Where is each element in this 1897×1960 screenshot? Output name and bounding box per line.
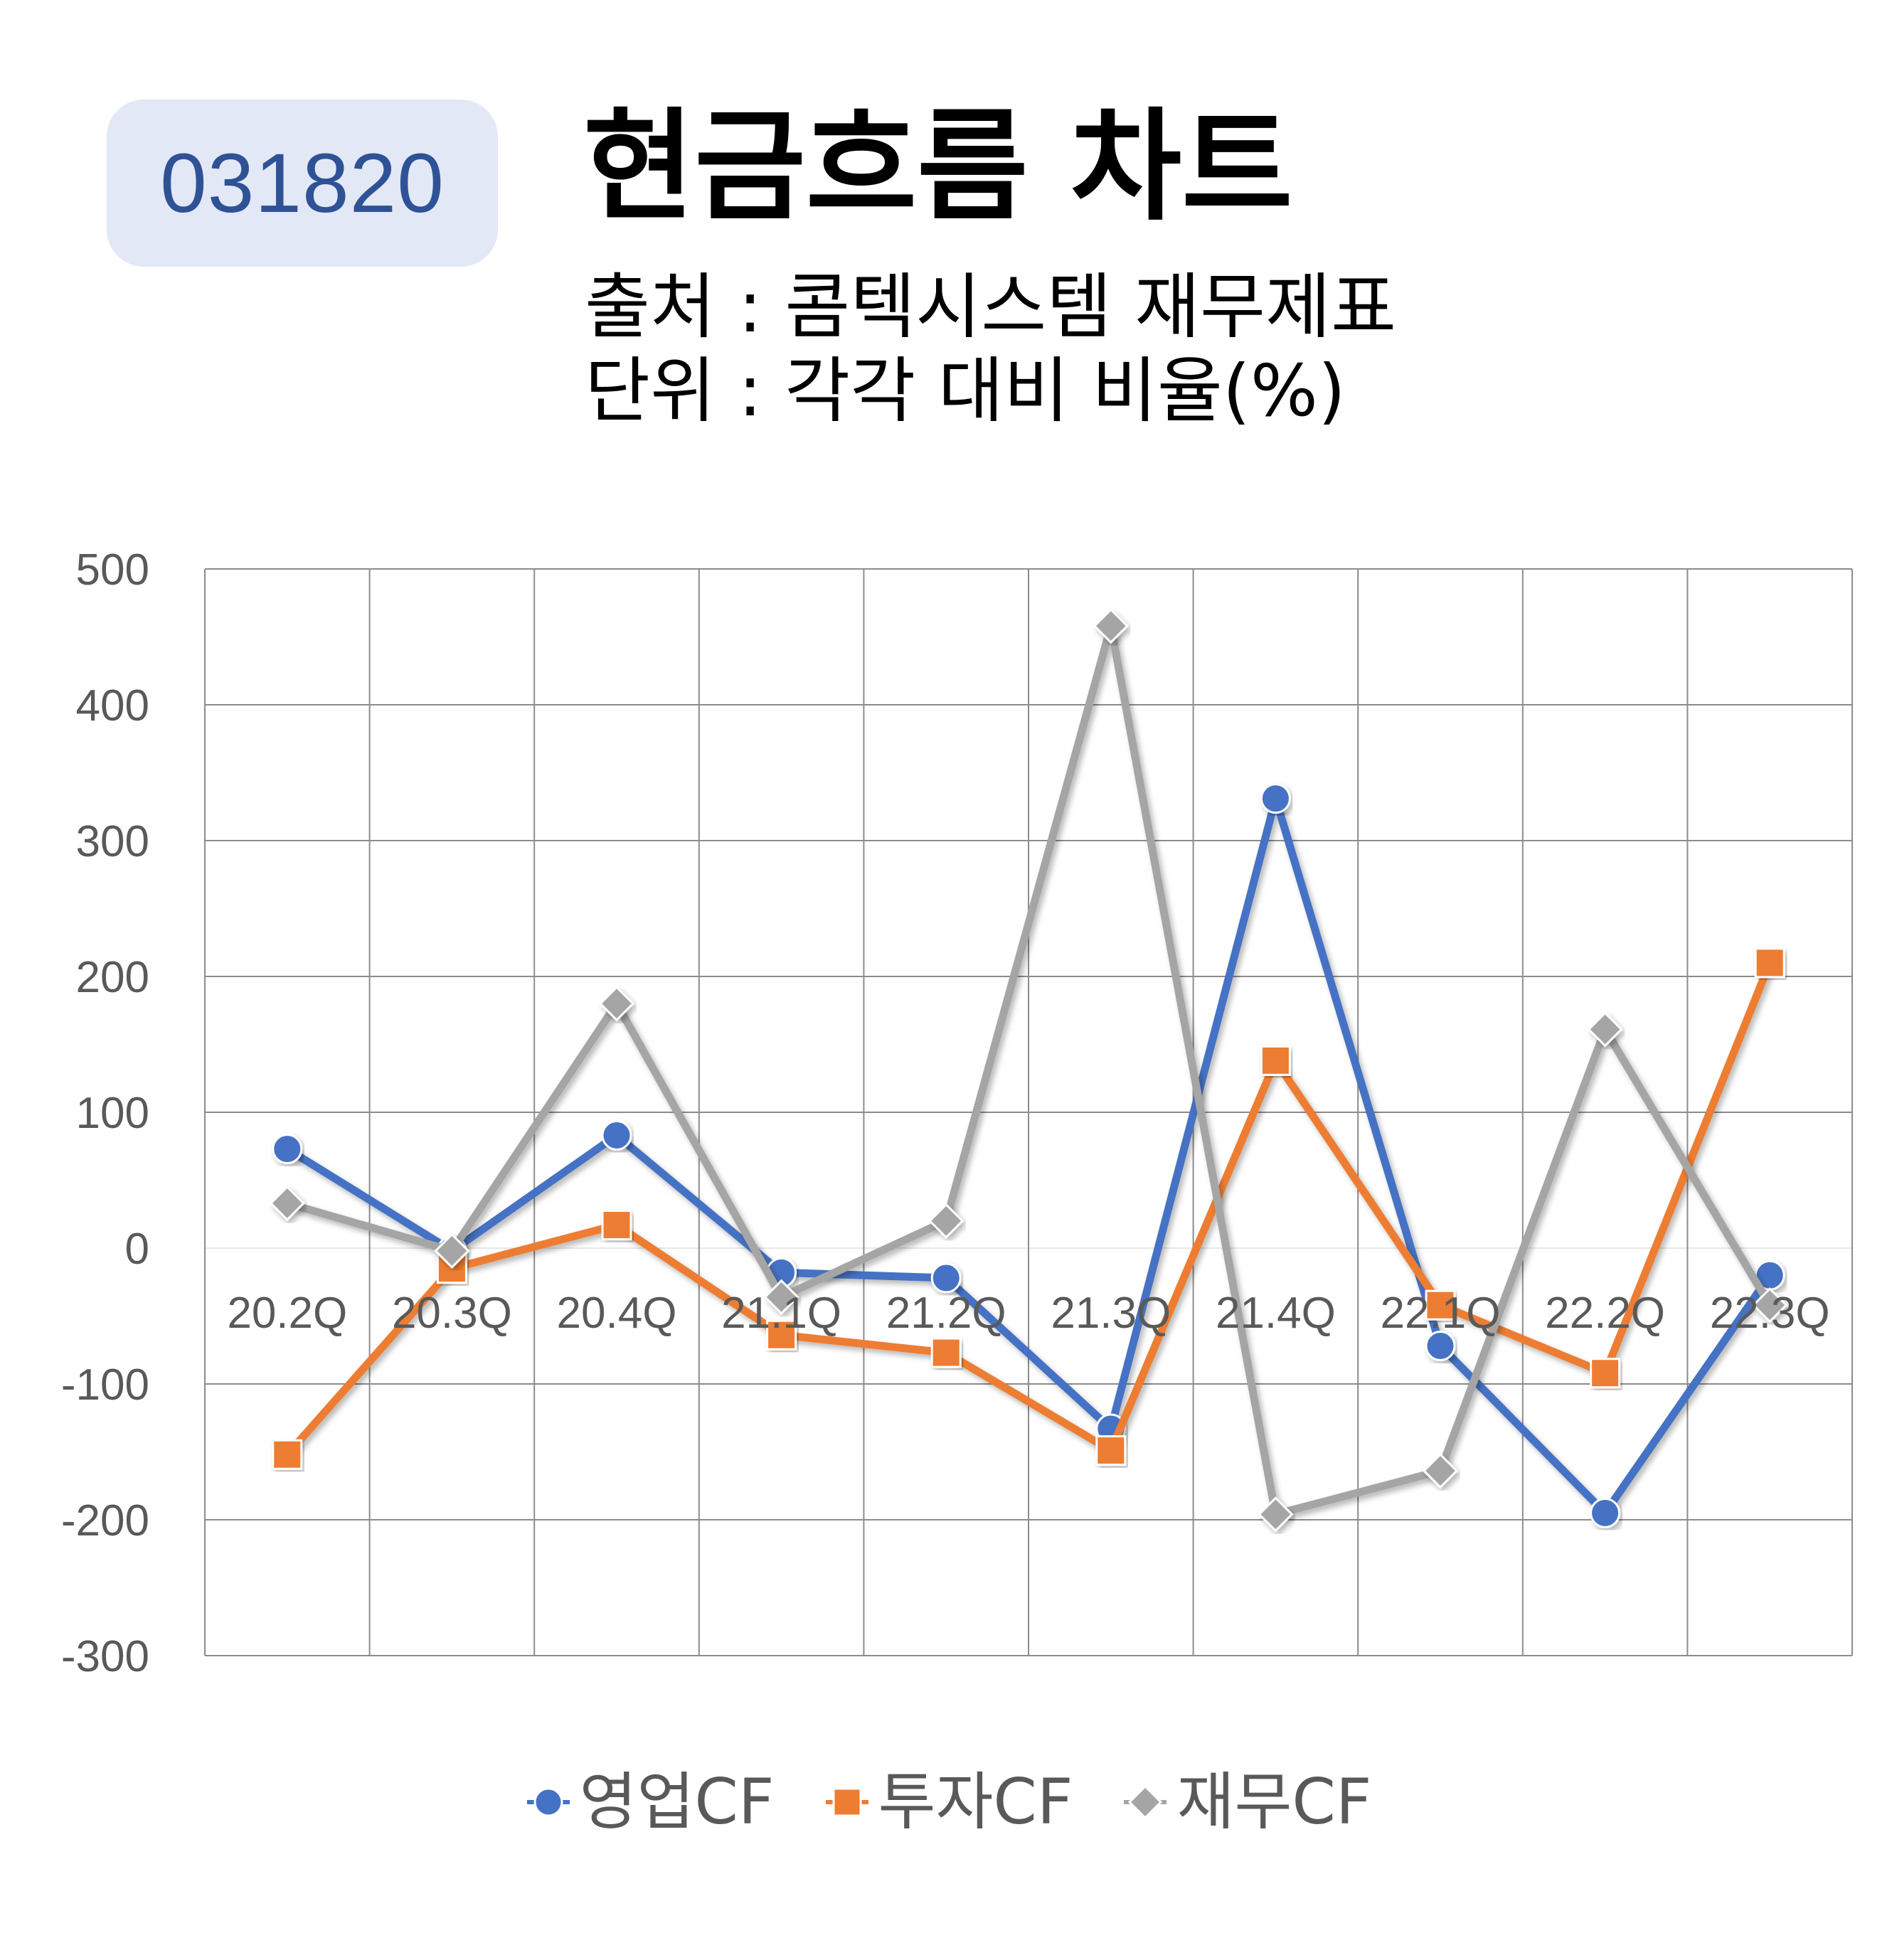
data-point bbox=[1590, 1497, 1621, 1528]
data-point bbox=[930, 1262, 962, 1294]
series-1 bbox=[272, 947, 1785, 1470]
plot-grid bbox=[204, 568, 1853, 1656]
data-point bbox=[1260, 1045, 1291, 1076]
data-point bbox=[434, 1232, 470, 1269]
y-tick-label: -200 bbox=[61, 1496, 149, 1545]
series-line bbox=[283, 794, 1774, 1517]
legend-marker-icon bbox=[1124, 1784, 1167, 1820]
legend-label: 영업CF bbox=[579, 1765, 775, 1838]
legend-item: 투자CF bbox=[824, 1771, 1073, 1833]
data-point bbox=[601, 1210, 632, 1241]
data-point bbox=[1425, 1331, 1456, 1362]
stock-code-badge: 031820 bbox=[107, 100, 498, 267]
series-line bbox=[283, 622, 1774, 1518]
x-tick-label: 22.3Q bbox=[1710, 1289, 1830, 1338]
x-tick-label: 21.2Q bbox=[886, 1289, 1006, 1338]
data-point bbox=[1752, 1287, 1788, 1323]
y-tick-label: 200 bbox=[76, 953, 149, 1002]
data-point bbox=[1093, 608, 1129, 644]
data-point bbox=[1590, 1358, 1621, 1389]
data-point bbox=[1754, 947, 1785, 979]
x-tick-label: 20.3Q bbox=[392, 1289, 512, 1338]
data-point bbox=[1422, 1453, 1459, 1489]
x-tick-label: 20.2Q bbox=[227, 1289, 347, 1338]
y-tick-label: 0 bbox=[125, 1225, 149, 1274]
x-tick-label: 21.3Q bbox=[1051, 1289, 1171, 1338]
data-point bbox=[269, 1185, 305, 1222]
legend-item: 재무CF bbox=[1122, 1771, 1371, 1833]
data-point bbox=[1587, 1011, 1623, 1048]
chart-title: 현금흐름 차트 bbox=[583, 97, 1293, 238]
y-tick-label: 100 bbox=[76, 1089, 149, 1138]
x-tick-label: 22.1Q bbox=[1381, 1289, 1501, 1338]
data-point bbox=[1260, 783, 1291, 814]
legend-label: 투자CF bbox=[878, 1765, 1073, 1838]
x-axis-ticks: 20.2Q 20.3Q 20.4Q 21.1Q 21.2Q 21.3Q 21.4Q 22.1Q… bbox=[227, 1289, 1829, 1338]
stock-code: 031820 bbox=[160, 136, 445, 230]
series-2 bbox=[269, 608, 1788, 1533]
source-line: 출처 : 콤텍시스템 재무제표 bbox=[585, 265, 1397, 348]
y-tick-label: -100 bbox=[61, 1360, 149, 1410]
data-point bbox=[763, 1279, 799, 1315]
data-point bbox=[1258, 1496, 1294, 1533]
y-tick-label: 500 bbox=[76, 545, 149, 595]
data-point bbox=[272, 1439, 303, 1470]
x-tick-label: 20.4Q bbox=[557, 1289, 677, 1338]
data-point bbox=[930, 1337, 962, 1368]
legend-marker-icon bbox=[526, 1787, 570, 1817]
series-lines bbox=[269, 608, 1788, 1533]
data-point bbox=[272, 1134, 303, 1165]
y-tick-label: 300 bbox=[76, 817, 149, 866]
series-line bbox=[283, 959, 1774, 1459]
y-tick-label: -300 bbox=[61, 1632, 149, 1681]
data-point bbox=[1095, 1435, 1127, 1466]
y-axis-ticks: 500 400 300 200 100 0 -100 -200 -300 bbox=[61, 545, 149, 1681]
x-tick-label: 21.1Q bbox=[721, 1289, 841, 1338]
unit-line: 단위 : 각각 대비 비율(%) bbox=[585, 349, 1346, 432]
legend-item: 영업CF bbox=[526, 1771, 775, 1833]
data-point bbox=[598, 986, 635, 1022]
data-point bbox=[1425, 1289, 1456, 1321]
legend-label: 재무CF bbox=[1176, 1765, 1372, 1838]
x-tick-label: 22.2Q bbox=[1545, 1289, 1665, 1338]
x-tick-label: 21.4Q bbox=[1216, 1289, 1336, 1338]
legend: 영업CF 투자CF 재무CF bbox=[0, 1771, 1897, 1833]
legend-marker-icon bbox=[825, 1787, 868, 1817]
y-tick-label: 400 bbox=[76, 681, 149, 730]
data-point bbox=[766, 1319, 797, 1351]
data-point bbox=[601, 1119, 632, 1151]
data-point bbox=[928, 1203, 965, 1239]
